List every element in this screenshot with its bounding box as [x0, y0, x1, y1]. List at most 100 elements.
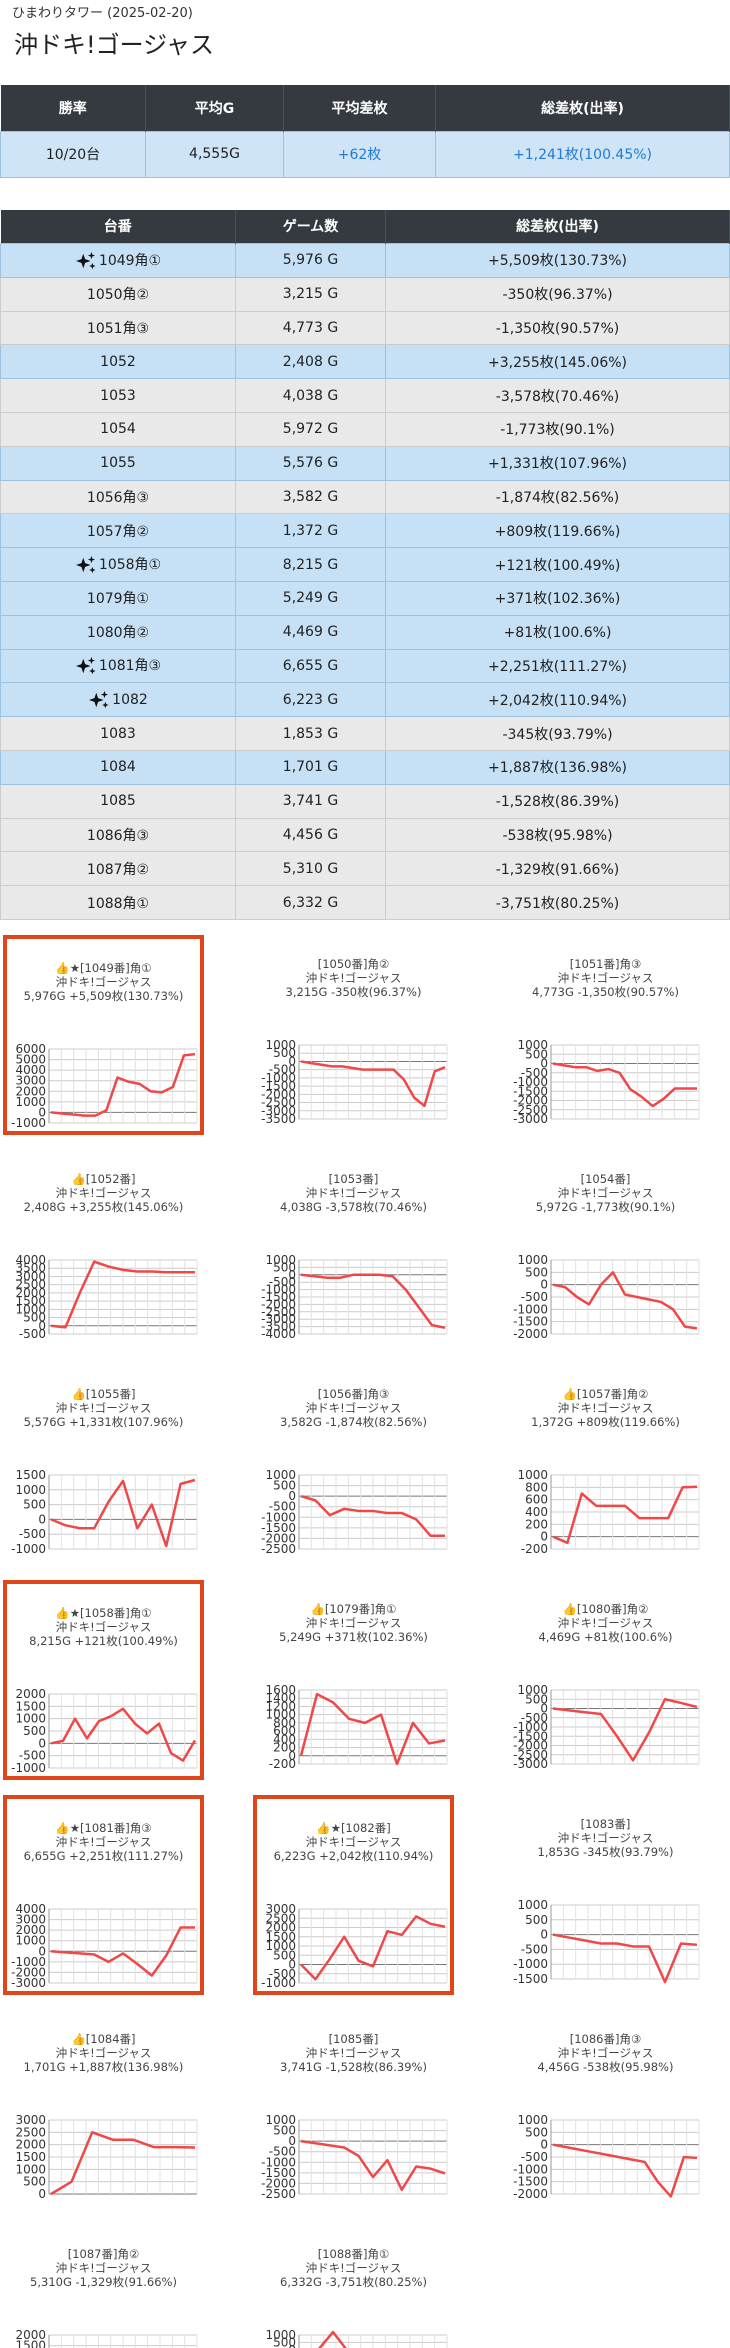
chart-caption: 👍[1079番]角① 沖ドキ!ゴージャス 5,249G +371枚(102.36%)	[253, 1602, 454, 1644]
tick-label: -2000	[261, 1087, 296, 1101]
tick-label: 500	[273, 2124, 296, 2138]
tick-label: 1600	[265, 1684, 296, 1697]
games-cell: 6,223 G	[235, 682, 386, 718]
tick-label: 1000	[265, 1708, 296, 1722]
chart-stats: 5,310G -1,329枚(91.66%)	[30, 2274, 177, 2289]
tick-label: 1000	[517, 1899, 548, 1912]
chart-card[interactable]: 👍★[1058番]角① 沖ドキ!ゴージャス 8,215G +121枚(100.49%…	[3, 1579, 204, 1780]
chart-caption: [1056番]角③ 沖ドキ!ゴージャス 3,582G -1,874枚(82.56%)	[253, 1387, 454, 1429]
chart-stats: 1,372G +809枚(119.66%)	[531, 1414, 680, 1429]
tick-label: 1000	[15, 2162, 46, 2176]
diff-cell: +2,042枚(110.94%)	[385, 682, 730, 718]
table-row[interactable]: 1079角① 5,249 G +371枚(102.36%)	[0, 580, 730, 616]
chart-title: 👍[1080番]角②	[562, 1601, 649, 1616]
table-row[interactable]: 1087角② 5,310 G -1,329枚(91.66%)	[0, 851, 730, 887]
machine-id: 1056角③	[86, 489, 150, 506]
tick-label: -1500	[261, 1290, 296, 1304]
chart-sub: 沖ドキ!ゴージャス	[55, 1400, 152, 1415]
sparkle-icon	[89, 690, 109, 708]
tick-label: 3000	[15, 1074, 46, 1088]
machine-id-cell: 1056角③	[0, 479, 236, 515]
chart-card[interactable]: [1051番]角③ 沖ドキ!ゴージャス 4,773G -1,350枚(90.57%)…	[505, 934, 706, 1135]
tick-label: 0	[540, 1928, 548, 1942]
chart-card[interactable]: 👍[1079番]角① 沖ドキ!ゴージャス 5,249G +371枚(102.36%)…	[253, 1579, 454, 1780]
tick-label: 0	[288, 1957, 296, 1971]
chart-card[interactable]: [1056番]角③ 沖ドキ!ゴージャス 3,582G -1,874枚(82.56%)…	[253, 1364, 454, 1565]
table-row[interactable]: 1084 1,701 G +1,887枚(136.98%)	[0, 749, 730, 785]
tick-label: -1000	[261, 1976, 296, 1989]
tick-label: -2000	[513, 1093, 548, 1107]
diff-cell: +809枚(119.66%)	[385, 513, 730, 549]
games-cell: 5,976 G	[235, 243, 386, 278]
machine-header-row: 台番 ゲーム数 総差枚(出率)	[0, 209, 730, 244]
tick-label: 2000	[15, 1688, 46, 1701]
machine-id-cell: 1055	[0, 445, 236, 481]
table-row[interactable]: 1082 6,223 G +2,042枚(110.94%)	[0, 682, 730, 718]
table-row[interactable]: 1053 4,038 G -3,578枚(70.46%)	[0, 378, 730, 413]
chart-caption: 👍★[1058番]角① 沖ドキ!ゴージャス 8,215G +121枚(100.49%…	[7, 1606, 200, 1648]
machine-id: 1050角②	[86, 287, 150, 304]
machine-id-cell: 1086角③	[0, 817, 236, 853]
table-row[interactable]: 1080角② 4,469 G +81枚(100.6%)	[0, 614, 730, 650]
table-row[interactable]: 1058角① 8,215 G +121枚(100.49%)	[0, 547, 730, 582]
chart-card[interactable]: [1088番]角① 沖ドキ!ゴージャス 6,332G -3,751枚(80.25%)…	[253, 2224, 454, 2348]
table-row[interactable]: 1055 5,576 G +1,331枚(107.96%)	[0, 445, 730, 481]
table-row[interactable]: 1057角② 1,372 G +809枚(119.66%)	[0, 513, 730, 549]
avg-diff: +62枚	[283, 130, 436, 178]
chart-card[interactable]: 👍★[1049番]角① 沖ドキ!ゴージャス 5,976G +5,509枚(130.7…	[3, 934, 204, 1135]
chart-caption: 👍[1080番]角② 沖ドキ!ゴージャス 4,469G +81枚(100.6%)	[505, 1602, 706, 1644]
chart-title: [1088番]角①	[317, 2246, 390, 2261]
table-row[interactable]: 1081角③ 6,655 G +2,251枚(111.27%)	[0, 648, 730, 684]
chart-card[interactable]: 👍[1080番]角② 沖ドキ!ゴージャス 4,469G +81枚(100.6%) 10…	[505, 1579, 706, 1780]
chart-card[interactable]: 👍★[1082番] 沖ドキ!ゴージャス 6,223G +2,042枚(110.94%…	[253, 1794, 454, 1995]
chart-card[interactable]: 👍[1084番] 沖ドキ!ゴージャス 1,701G +1,887枚(136.98%)…	[3, 2009, 204, 2210]
summary-values-row: 10/20台 4,555G +62枚 +1,241枚(100.45%)	[0, 130, 730, 178]
tick-label: 6000	[15, 1043, 46, 1056]
table-row[interactable]: 1088角① 6,332 G -3,751枚(80.25%)	[0, 885, 730, 920]
machine-id-cell: 1050角②	[0, 276, 236, 312]
chart-card[interactable]: [1053番] 沖ドキ!ゴージャス 4,038G -3,578枚(70.46%) 10…	[253, 1149, 454, 1350]
series-line	[50, 2131, 196, 2196]
tick-label: 1000	[15, 1302, 46, 1316]
table-row[interactable]: 1051角③ 4,773 G -1,350枚(90.57%)	[0, 310, 730, 346]
tick-label: 1500	[15, 2150, 46, 2164]
table-row[interactable]: 1083 1,853 G -345枚(93.79%)	[0, 716, 730, 751]
chart-card[interactable]: [1083番] 沖ドキ!ゴージャス 1,853G -345枚(93.79%) 1000…	[505, 1794, 706, 1995]
table-row[interactable]: 1086角③ 4,456 G -538枚(95.98%)	[0, 817, 730, 853]
tick-label: -3000	[11, 1976, 46, 1989]
machine-id-cell: 1088角①	[0, 885, 236, 920]
table-row[interactable]: 1049角① 5,976 G +5,509枚(130.73%)	[0, 243, 730, 278]
games-cell: 6,655 G	[235, 648, 386, 684]
chart-card[interactable]: 👍[1055番] 沖ドキ!ゴージャス 5,576G +1,331枚(107.96%)…	[3, 1364, 204, 1565]
tick-label: 0	[540, 2138, 548, 2152]
table-row[interactable]: 1054 5,972 G -1,773枚(90.1%)	[0, 411, 730, 447]
table-row[interactable]: 1056角③ 3,582 G -1,874枚(82.56%)	[0, 479, 730, 515]
tick-label: 1000	[15, 1483, 46, 1497]
chart-card[interactable]: [1050番]角② 沖ドキ!ゴージャス 3,215G -350枚(96.37%) 10…	[253, 934, 454, 1135]
chart-card[interactable]: 👍[1057番]角② 沖ドキ!ゴージャス 1,372G +809枚(119.66%)…	[505, 1364, 706, 1565]
diff-cell: +121枚(100.49%)	[385, 547, 730, 582]
tick-label: -1000	[261, 1510, 296, 1524]
tick-label: 2000	[15, 1286, 46, 1300]
table-row[interactable]: 1052 2,408 G +3,255枚(145.06%)	[0, 344, 730, 380]
machine-id: 1053	[100, 387, 136, 404]
table-row[interactable]: 1085 3,741 G -1,528枚(86.39%)	[0, 783, 730, 819]
tick-label: -1500	[513, 1729, 548, 1743]
machine-id: 1058角①	[98, 557, 162, 574]
chart-card[interactable]: [1054番] 沖ドキ!ゴージャス 5,972G -1,773枚(90.1%) 100…	[505, 1149, 706, 1350]
sparkle-icon	[75, 555, 96, 574]
chart-card[interactable]: [1087番]角② 沖ドキ!ゴージャス 5,310G -1,329枚(91.66%)…	[3, 2224, 204, 2348]
chart-card[interactable]: 👍★[1081番]角③ 沖ドキ!ゴージャス 6,655G +2,251枚(111.2…	[3, 1794, 204, 1995]
machine-id-cell: 1052	[0, 344, 236, 380]
table-row[interactable]: 1050角② 3,215 G -350枚(96.37%)	[0, 276, 730, 312]
chart-title: [1051番]角③	[569, 956, 642, 971]
tick-label: 500	[525, 1265, 548, 1279]
tick-label: 500	[525, 1913, 548, 1927]
machine-rows: 1049角① 5,976 G +5,509枚(130.73%) 1050角② 3,215…	[0, 243, 730, 920]
chart-card[interactable]: [1086番]角③ 沖ドキ!ゴージャス 4,456G -538枚(95.98%) 10…	[505, 2009, 706, 2210]
chart-card[interactable]: [1085番] 沖ドキ!ゴージャス 3,741G -1,528枚(86.39%) 10…	[253, 2009, 454, 2210]
chart-card[interactable]: 👍[1052番] 沖ドキ!ゴージャス 2,408G +3,255枚(145.06%)…	[3, 1149, 204, 1350]
chart-stats: 8,215G +121枚(100.49%)	[29, 1633, 178, 1648]
